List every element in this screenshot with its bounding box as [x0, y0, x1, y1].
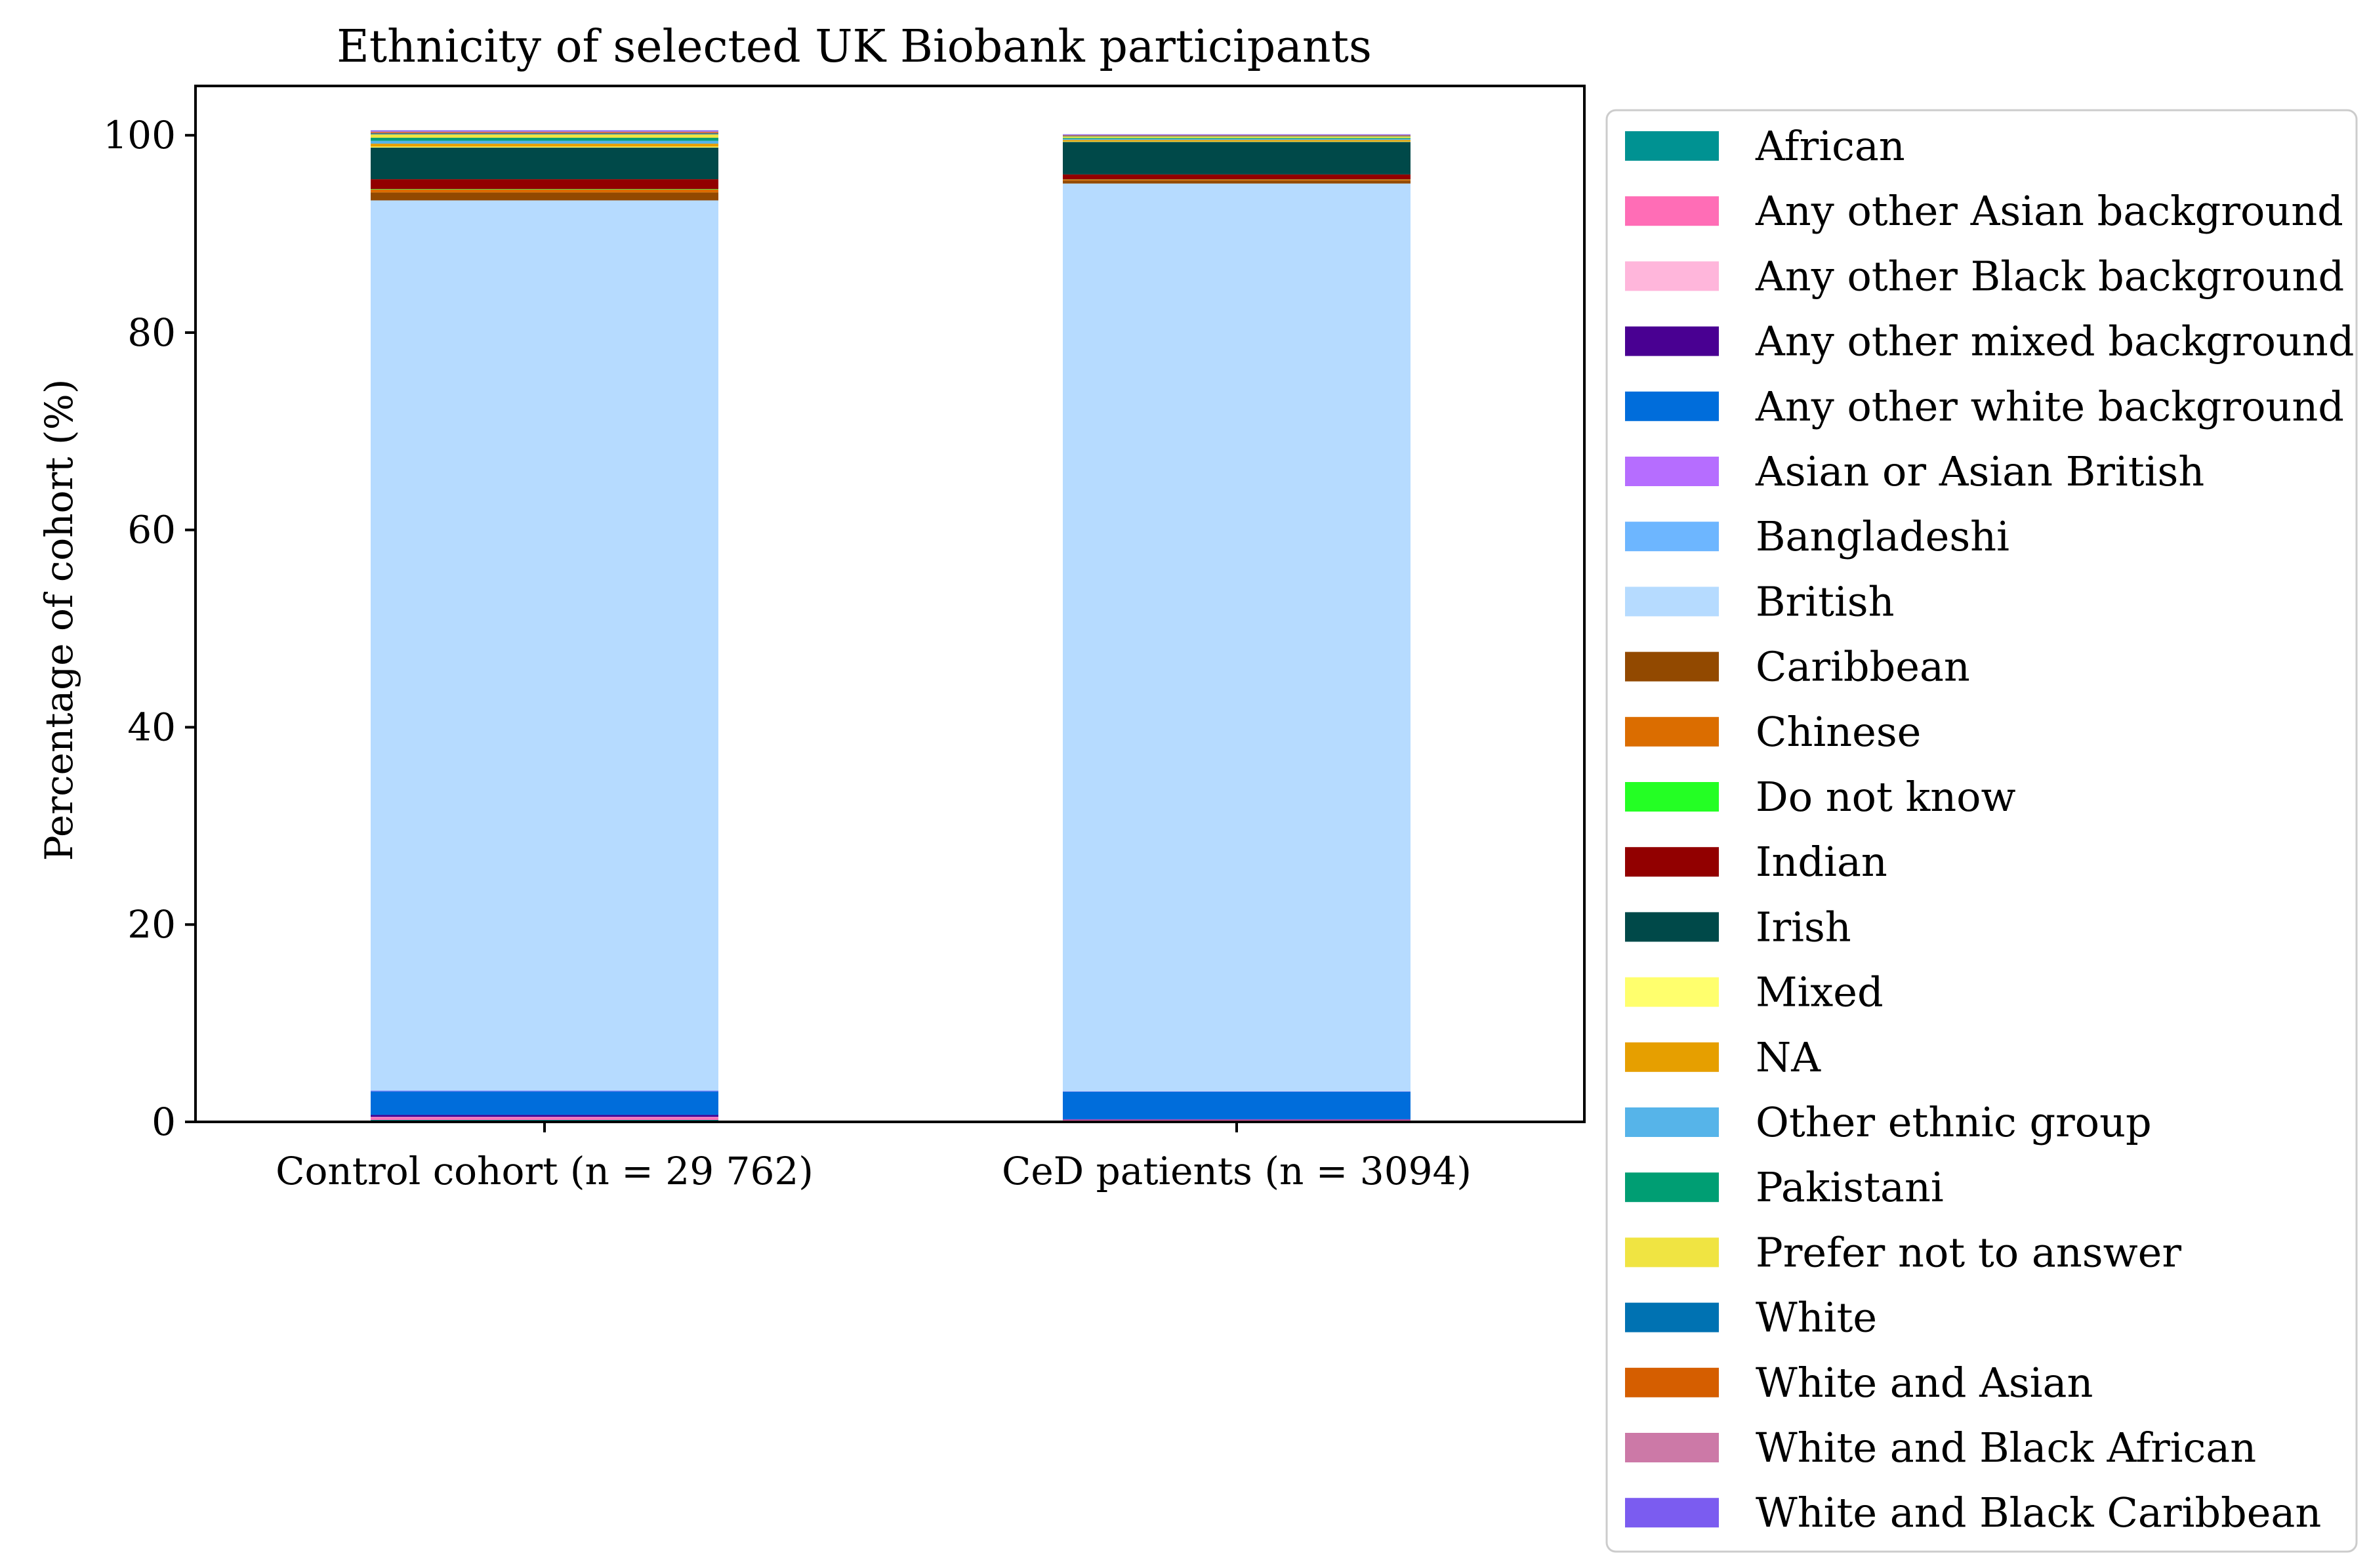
legend-label: Bangladeshi [1756, 512, 2009, 560]
legend-swatch [1625, 457, 1719, 486]
y-tick-label: 100 [103, 113, 176, 157]
bar-segment [371, 1117, 718, 1120]
bar-segment [371, 179, 718, 190]
legend-swatch [1625, 1042, 1719, 1072]
legend-swatch [1625, 587, 1719, 617]
bar-segment [371, 134, 718, 138]
legend-swatch [1625, 391, 1719, 421]
legend-swatch [1625, 716, 1719, 747]
bar-segment [1063, 136, 1411, 138]
legend-swatch [1625, 131, 1719, 161]
legend-swatch [1625, 1367, 1719, 1397]
y-axis-label: Percentage of cohort (%) [37, 379, 81, 861]
legend-label: Pakistani [1756, 1163, 1944, 1211]
bar-segment [371, 189, 718, 190]
bar-segment [1063, 140, 1411, 142]
bars-layer [371, 130, 1411, 1122]
bar-segment [371, 133, 718, 134]
legend-frame [1605, 109, 2358, 1553]
bar-segment [371, 147, 718, 180]
bar-segment [371, 189, 718, 193]
bar-segment [371, 192, 718, 201]
legend-label: Mixed [1756, 968, 1884, 1016]
bar-segment [371, 143, 718, 147]
legend-swatch [1625, 326, 1719, 356]
legend-swatch [1625, 1107, 1719, 1137]
y-tick-label: 20 [127, 902, 176, 947]
bar-segment [371, 1090, 718, 1092]
legend-swatch [1625, 977, 1719, 1007]
legend-label: Chinese [1756, 708, 1921, 756]
bar-segment [1063, 135, 1411, 136]
bar-segment [1063, 183, 1411, 1092]
legend-swatch [1625, 847, 1719, 877]
bar-segment [371, 140, 718, 144]
bar-segment [371, 137, 718, 141]
bar-segment [371, 1090, 718, 1091]
bar-segment [1063, 180, 1411, 184]
legend-swatch [1625, 651, 1719, 682]
legend-swatch [1625, 1172, 1719, 1203]
legend-swatch [1625, 522, 1719, 552]
legend-swatch [1625, 196, 1719, 226]
x-tick-label: Control cohort (n = 29 762) [276, 1149, 814, 1193]
legend-label: Other ethnic group [1756, 1098, 2152, 1146]
bar-segment [1063, 138, 1411, 140]
x-axis: Control cohort (n = 29 762) CeD patients … [276, 1122, 1472, 1193]
bar-segment [1063, 138, 1411, 139]
legend-label: Any other mixed background [1755, 318, 2354, 365]
bar-segment [371, 130, 718, 132]
legend-swatch [1625, 261, 1719, 291]
plot-frame [194, 85, 1586, 1123]
legend-swatch [1625, 1302, 1719, 1332]
bar-segment [1063, 1119, 1411, 1120]
legend-swatch [1625, 1498, 1719, 1528]
legend-swatch [1625, 1237, 1719, 1268]
bar-segment [371, 1091, 718, 1115]
chart-title: Ethnicity of selected UK Biobank partici… [337, 21, 1372, 73]
bar-segment [1063, 134, 1411, 136]
y-tick-label: 40 [127, 705, 176, 749]
legend-label: Caribbean [1756, 643, 1970, 691]
legend-label: White and Black Caribbean [1756, 1489, 2321, 1537]
y-tick-label: 0 [152, 1100, 176, 1144]
legend-label: Indian [1756, 838, 1887, 886]
legend-label: White [1756, 1294, 1877, 1342]
bar-segment [371, 131, 718, 133]
legend-label: Any other white background [1755, 382, 2344, 430]
bar-segment [371, 132, 718, 134]
y-tick-label: 60 [127, 508, 176, 552]
bar-segment [371, 146, 718, 148]
y-tick-label: 80 [127, 310, 176, 355]
bar-segment [1063, 1119, 1411, 1121]
bar-segment [1063, 174, 1411, 180]
bar-segment [1063, 142, 1411, 175]
legend-swatch [1625, 782, 1719, 812]
legend-swatch [1625, 1433, 1719, 1462]
bar-segment [371, 1115, 718, 1117]
legend: African Any other Asian background Any oth… [1605, 109, 2358, 1553]
legend-label: British [1756, 577, 1895, 625]
legend-swatch [1625, 912, 1719, 942]
legend-label: White and Black African [1756, 1424, 2256, 1472]
bar-segment [1063, 134, 1411, 135]
bar-segment [1063, 1091, 1411, 1119]
legend-label: Prefer not to answer [1756, 1228, 2181, 1276]
legend-label: Do not know [1756, 773, 2016, 821]
legend-label: NA [1756, 1033, 1821, 1081]
y-axis: 0 20 40 60 80 100 [103, 113, 196, 1144]
legend-label: Any other Black background [1755, 252, 2344, 300]
legend-label: Irish [1756, 903, 1851, 951]
x-tick-label: CeD patients (n = 3094) [1002, 1149, 1472, 1193]
legend-label: Any other Asian background [1755, 187, 2343, 235]
legend-label: African [1755, 122, 1905, 170]
bar-segment [371, 200, 718, 1090]
bar-segment [1063, 179, 1411, 181]
legend-label: White and Asian [1756, 1359, 2093, 1407]
legend-label: Asian or Asian British [1755, 447, 2204, 495]
